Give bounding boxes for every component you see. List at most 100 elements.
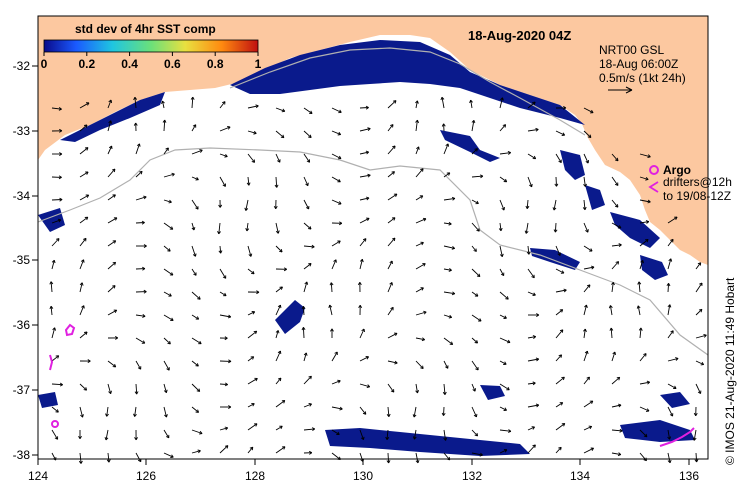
current-vector xyxy=(415,146,420,155)
current-vector-head xyxy=(584,350,588,354)
current-vector xyxy=(107,360,116,368)
colorbar-tick-label: 0.4 xyxy=(121,57,138,71)
current-vector xyxy=(219,153,228,158)
current-vector xyxy=(387,124,394,132)
current-vector-head xyxy=(614,183,619,186)
current-vector-head xyxy=(535,127,539,130)
x-tick-label: 134 xyxy=(570,469,590,483)
current-vector xyxy=(135,383,138,395)
drifters-label-1: drifters@12h xyxy=(663,175,732,189)
current-vector xyxy=(135,360,142,370)
current-vector-head xyxy=(696,459,699,463)
current-vector xyxy=(303,352,307,362)
current-vector-head xyxy=(388,413,391,417)
current-vector xyxy=(415,242,424,247)
current-vector-head xyxy=(228,405,232,408)
current-vector xyxy=(387,282,393,293)
current-vector xyxy=(695,360,704,366)
current-vector xyxy=(525,222,529,234)
current-vector xyxy=(107,383,112,394)
current-vector xyxy=(107,168,116,178)
current-vector xyxy=(639,353,647,362)
current-vector xyxy=(639,199,651,203)
current-vector-head xyxy=(584,183,587,187)
current-vector xyxy=(79,331,88,339)
current-vector xyxy=(387,332,398,339)
colorbar-tick-label: 1 xyxy=(255,57,262,71)
current-vector xyxy=(162,100,165,109)
current-vector-head xyxy=(471,119,475,123)
current-vector xyxy=(303,263,312,270)
drifters-label-2: to 19/08-12Z xyxy=(663,189,731,203)
current-vector-head xyxy=(307,228,312,230)
current-vector xyxy=(526,199,529,209)
current-vector xyxy=(51,260,55,270)
current-vector-head xyxy=(452,245,456,249)
current-vector xyxy=(555,402,563,408)
current-vector xyxy=(359,356,369,362)
current-vector xyxy=(639,239,649,247)
current-vector-head xyxy=(249,446,253,449)
current-vector-head xyxy=(108,459,111,463)
current-vector-head xyxy=(133,122,137,126)
current-vector xyxy=(611,404,622,408)
current-vector xyxy=(583,199,586,210)
current-vector xyxy=(107,285,116,293)
current-vector xyxy=(387,217,396,224)
current-vector-head xyxy=(200,149,203,153)
current-vector xyxy=(163,429,170,439)
current-vector xyxy=(163,119,166,132)
current-vector xyxy=(163,199,172,203)
current-vector xyxy=(443,222,452,225)
current-legend-model: NRT00 GSL xyxy=(599,43,664,57)
current-vector xyxy=(387,193,398,201)
current-vector xyxy=(555,289,567,293)
current-vector xyxy=(555,329,564,339)
current-vector xyxy=(583,400,594,408)
current-vector xyxy=(583,304,587,316)
current-vector xyxy=(247,356,254,362)
current-vector xyxy=(471,314,482,322)
current-vector xyxy=(443,245,455,249)
current-vector-head xyxy=(59,197,63,200)
current-vector-head xyxy=(451,341,454,345)
current-vector-head xyxy=(699,282,703,285)
current-vector-head xyxy=(310,110,313,114)
current-vector-head xyxy=(561,270,565,274)
current-vector xyxy=(387,383,395,393)
current-vector xyxy=(499,124,506,132)
current-vector xyxy=(191,245,196,257)
current-vector xyxy=(443,360,449,369)
current-vector xyxy=(387,100,397,109)
current-vector xyxy=(163,268,174,276)
current-legend: NRT00 GSL 18-Aug 06:00Z 0.5m/s (1kt 24h) xyxy=(599,43,686,94)
current-vector-head xyxy=(392,100,397,102)
current-vector xyxy=(191,429,203,434)
current-vector-head xyxy=(250,253,253,257)
current-vector xyxy=(359,217,370,224)
current-vector-head xyxy=(304,281,308,285)
current-vector xyxy=(247,176,250,186)
current-vector xyxy=(527,382,536,385)
current-vector-head xyxy=(51,259,55,263)
y-tick-label: -38 xyxy=(13,448,31,462)
current-vector-head xyxy=(615,261,619,263)
current-vector-head xyxy=(391,171,395,173)
current-vector xyxy=(134,406,137,417)
current-vector xyxy=(443,337,453,345)
current-vector-head xyxy=(504,361,507,365)
current-vector xyxy=(330,282,333,293)
current-vector-head xyxy=(563,288,567,291)
current-vector xyxy=(79,452,82,464)
current-vector xyxy=(527,245,530,255)
current-vector xyxy=(303,375,312,385)
current-vector-head xyxy=(308,450,313,454)
current-vector xyxy=(555,309,563,316)
current-vector-head xyxy=(645,433,648,437)
current-vector xyxy=(329,304,333,316)
current-vector xyxy=(611,282,614,293)
current-vector-head xyxy=(415,100,418,104)
current-vector xyxy=(359,151,369,155)
current-vector xyxy=(583,350,588,362)
current-vector-head xyxy=(59,128,63,132)
